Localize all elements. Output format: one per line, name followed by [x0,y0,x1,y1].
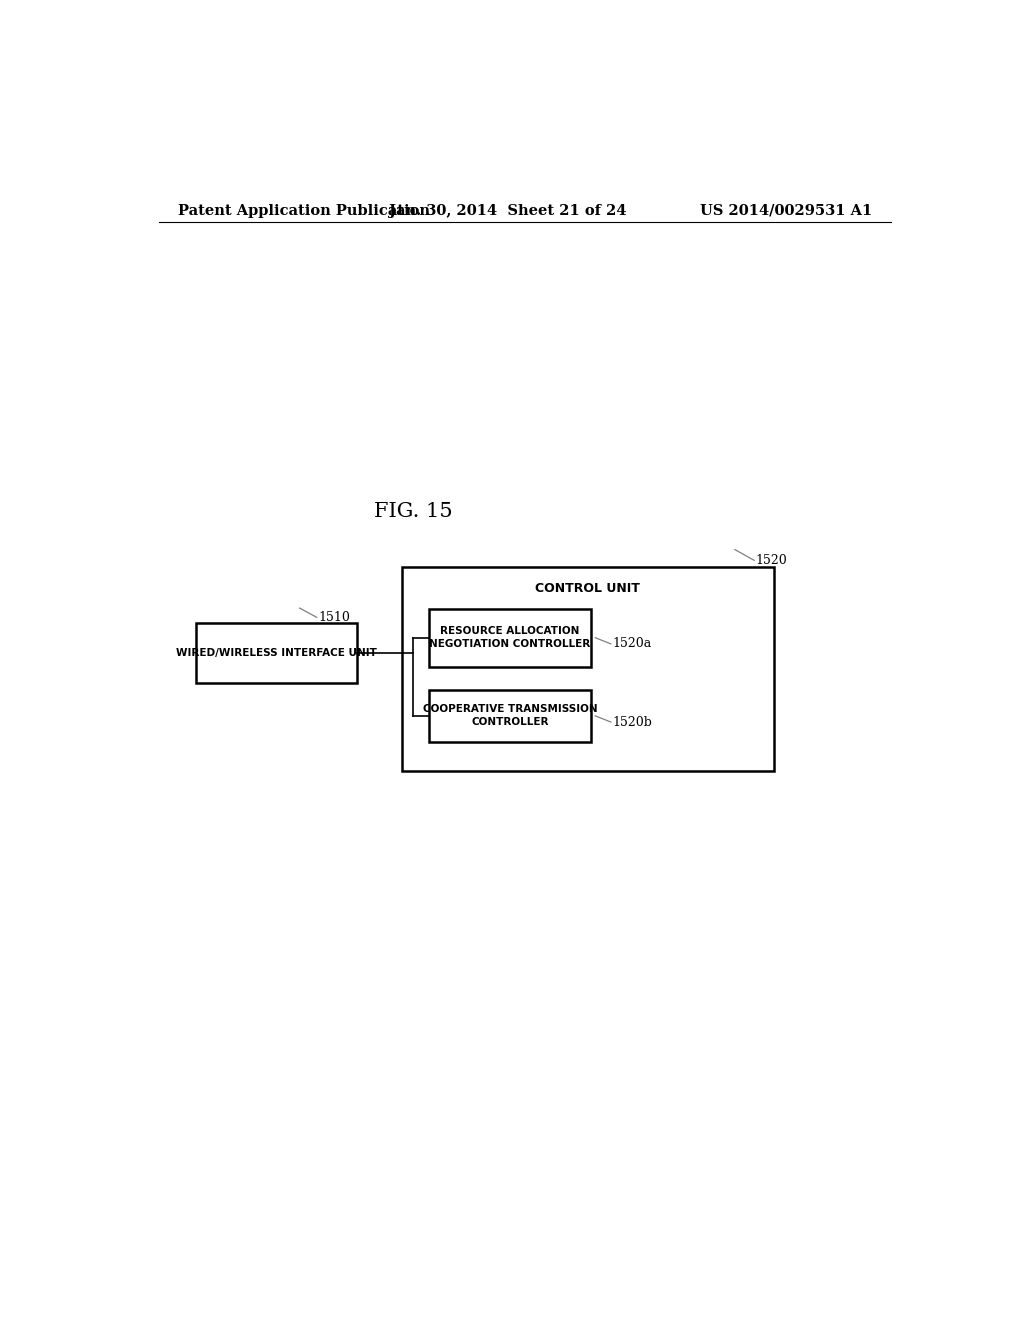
Text: Patent Application Publication: Patent Application Publication [178,203,430,218]
Text: 1520a: 1520a [612,638,651,651]
Bar [429,609,592,667]
Text: FIG. 15: FIG. 15 [374,502,453,520]
Bar [197,623,356,682]
Bar [429,689,592,742]
Text: 1510: 1510 [318,611,350,624]
Text: 1520b: 1520b [612,715,652,729]
Text: CONTROL UNIT: CONTROL UNIT [536,582,640,594]
Bar [401,566,773,771]
Text: Jan. 30, 2014  Sheet 21 of 24: Jan. 30, 2014 Sheet 21 of 24 [389,203,627,218]
Text: COOPERATIVE TRANSMISSION
CONTROLLER: COOPERATIVE TRANSMISSION CONTROLLER [423,705,597,727]
Text: WIRED/WIRELESS INTERFACE UNIT: WIRED/WIRELESS INTERFACE UNIT [176,648,377,659]
Text: US 2014/0029531 A1: US 2014/0029531 A1 [699,203,872,218]
Text: 1520: 1520 [756,554,787,566]
Text: RESOURCE ALLOCATION
NEGOTIATION CONTROLLER: RESOURCE ALLOCATION NEGOTIATION CONTROLL… [429,626,591,649]
